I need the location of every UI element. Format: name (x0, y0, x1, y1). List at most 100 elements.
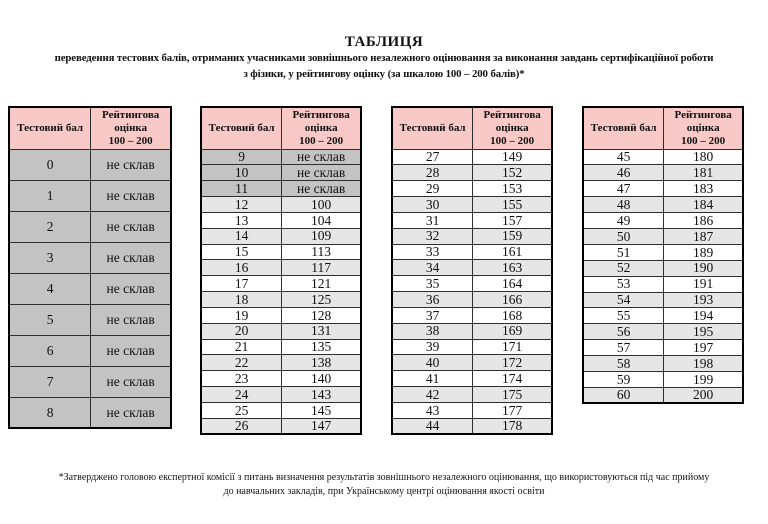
test-score-cell: 22 (200, 354, 283, 372)
rating-cell: 180 (663, 148, 744, 166)
test-score-cell: 58 (582, 355, 665, 372)
rating-cell: 184 (663, 196, 744, 214)
rating-cell: 166 (472, 291, 553, 308)
table-row: 45 180 (582, 148, 744, 166)
table-row: 9 не склав (200, 148, 362, 166)
test-score-cell: 35 (391, 275, 474, 293)
rating-cell: 100 (281, 196, 362, 213)
rating-cell: 191 (663, 275, 744, 293)
test-score-cell: 42 (391, 386, 474, 403)
test-score-cell: 16 (200, 259, 283, 277)
test-score-cell: 18 (200, 291, 283, 308)
rating-header-line: оцінка (114, 121, 148, 134)
test-score-cell: 19 (200, 306, 283, 324)
rating-cell: 155 (472, 196, 553, 213)
test-score-cell: 1 (8, 179, 92, 212)
rating-cell: не склав (90, 148, 172, 181)
rating-cell: не склав (90, 272, 172, 305)
rating-cell: 143 (281, 386, 362, 403)
table-row: 39 171 (391, 338, 553, 356)
subtitle-line-1: переведення тестових балів, отриманих уч… (54, 52, 714, 64)
rating-cell: не склав (90, 365, 172, 398)
test-score-cell: 36 (391, 291, 474, 308)
rating-cell: не склав (90, 303, 172, 336)
test-score-cell: 24 (200, 386, 283, 403)
rating-cell: 199 (663, 370, 744, 388)
test-score-cell: 4 (8, 272, 92, 305)
rating-cell: 174 (472, 370, 553, 388)
table-row: 40 172 (391, 354, 553, 372)
table-row: 26 147 (200, 417, 362, 435)
rating-cell: 161 (472, 243, 553, 261)
table-row: 27 149 (391, 148, 553, 166)
rating-cell: 109 (281, 227, 362, 245)
rating-cell: 175 (472, 386, 553, 403)
test-score-cell: 51 (582, 243, 665, 261)
rating-cell: не склав (90, 179, 172, 212)
rating-cell: не склав (281, 164, 362, 182)
rating-header-line: 100 – 200 (299, 134, 344, 147)
test-score-cell: 8 (8, 396, 92, 429)
test-score-cell: 54 (582, 291, 665, 309)
rating-cell: 153 (472, 180, 553, 198)
table-row: 46 181 (582, 164, 744, 182)
table-row: 36 166 (391, 291, 553, 308)
document-title: ТАБЛИЦЯ (344, 34, 424, 50)
table-row: 7 не склав (8, 365, 172, 398)
document-subtitle: переведення тестових балів, отриманих уч… (0, 51, 768, 82)
column-header-test-score: Тестовий бал (8, 106, 92, 150)
rating-cell: 189 (663, 243, 744, 261)
table-row: 5 не склав (8, 303, 172, 336)
table-row: 32 159 (391, 227, 553, 245)
table-row: 12 100 (200, 196, 362, 213)
table-row: 15 113 (200, 243, 362, 261)
footnote-line-2: до навчальних закладів, при Українському… (223, 486, 545, 497)
table-row: 22 138 (200, 354, 362, 372)
rating-cell: не склав (90, 210, 172, 243)
rating-cell: 186 (663, 212, 744, 229)
rating-cell: 140 (281, 370, 362, 388)
test-score-cell: 39 (391, 338, 474, 356)
table-row: 51 189 (582, 243, 744, 261)
test-score-cell: 40 (391, 354, 474, 372)
column-header-rating: Рейтингова оцінка 100 – 200 (663, 106, 744, 150)
test-score-cell: 26 (200, 417, 283, 435)
rating-cell: 183 (663, 180, 744, 198)
rating-cell: 138 (281, 354, 362, 372)
table-row: 19 128 (200, 306, 362, 324)
rating-header-line: 100 – 200 (681, 134, 726, 147)
table-row: 2 не склав (8, 210, 172, 243)
rating-header-line: Рейтингова (292, 108, 350, 121)
rating-cell: 104 (281, 211, 362, 229)
rating-header-line: 100 – 200 (108, 134, 153, 147)
rating-header-line: оцінка (495, 121, 529, 134)
table-row: 4 не склав (8, 272, 172, 305)
test-score-cell: 23 (200, 370, 283, 388)
rating-cell: 198 (663, 355, 744, 372)
rating-cell: 195 (663, 323, 744, 341)
table-row: 54 193 (582, 291, 744, 309)
test-score-cell: 5 (8, 303, 92, 336)
header-row: Тестовий бал Рейтингова оцінка 100 – 200 (582, 106, 744, 150)
rating-cell: 149 (472, 148, 553, 166)
conversion-table-4: Тестовий бал Рейтингова оцінка 100 – 200 45 1… (582, 106, 744, 405)
table-row: 3 не склав (8, 241, 172, 274)
test-score-cell: 31 (391, 211, 474, 229)
test-score-cell: 46 (582, 164, 665, 182)
table-row: 29 153 (391, 180, 553, 198)
rating-cell: не склав (281, 148, 362, 166)
table-row: 8 не склав (8, 396, 172, 429)
test-score-cell: 33 (391, 243, 474, 261)
rating-cell: 147 (281, 417, 362, 435)
rating-cell: 128 (281, 306, 362, 324)
test-score-cell: 43 (391, 402, 474, 419)
column-header-test-score: Тестовий бал (391, 106, 474, 150)
test-score-cell: 9 (200, 148, 283, 166)
rating-cell: 181 (663, 164, 744, 182)
rating-cell: 187 (663, 227, 744, 245)
test-score-cell: 47 (582, 180, 665, 198)
rating-cell: 177 (472, 402, 553, 419)
test-score-cell: 0 (8, 148, 92, 181)
rating-cell: 172 (472, 354, 553, 372)
